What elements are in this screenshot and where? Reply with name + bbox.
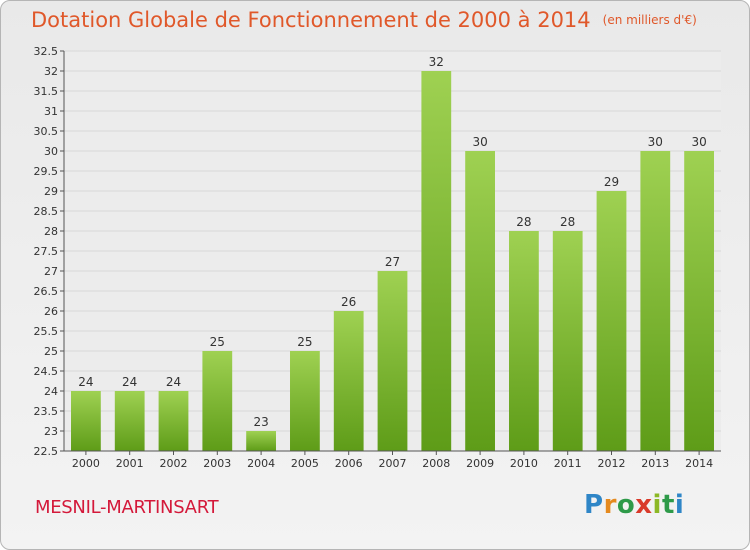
bar-2009 — [465, 151, 495, 451]
data-label: 25 — [210, 335, 225, 349]
x-tick-label: 2001 — [116, 457, 144, 470]
data-label: 24 — [166, 375, 181, 389]
data-label: 30 — [648, 135, 663, 149]
x-tick-label: 2014 — [685, 457, 713, 470]
y-tick-label: 29.5 — [34, 165, 59, 178]
y-tick-label: 27.5 — [34, 245, 59, 258]
bar-2003 — [202, 351, 233, 451]
bar-2004 — [246, 431, 276, 451]
data-label: 30 — [472, 135, 487, 149]
x-tick-label: 2010 — [510, 457, 538, 470]
y-tick-label: 32 — [44, 65, 58, 78]
y-tick-label: 27 — [44, 265, 58, 278]
bar-2010 — [509, 231, 539, 451]
y-tick-label: 26 — [44, 305, 58, 318]
x-tick-label: 2006 — [335, 457, 363, 470]
y-tick-label: 29 — [44, 185, 58, 198]
y-tick-label: 31 — [44, 105, 58, 118]
y-tick-label: 30.5 — [34, 125, 59, 138]
data-label: 29 — [604, 175, 619, 189]
proxiti-logo: Proxiti — [584, 490, 685, 520]
data-label: 32 — [429, 55, 444, 69]
y-tick-label: 31.5 — [34, 85, 59, 98]
bar-2002 — [158, 391, 189, 451]
y-tick-label: 28.5 — [34, 205, 59, 218]
x-tick-label: 2003 — [203, 457, 231, 470]
chart-title-text: Dotation Globale de Fonctionnement de 20… — [31, 8, 591, 32]
y-tick-label: 30 — [44, 145, 58, 158]
bars: 24 24 24 25 23 25 26 27 32 30 28 28 29 30 30 — [71, 55, 714, 451]
data-label: 26 — [341, 295, 356, 309]
bar-2011 — [552, 231, 583, 451]
y-tick-label: 25.5 — [34, 325, 59, 338]
y-tick-label: 32.5 — [34, 45, 59, 58]
y-tick-label: 26.5 — [34, 285, 59, 298]
y-tick-label: 23 — [44, 425, 58, 438]
commune-name: MESNIL-MARTINSART — [35, 497, 219, 518]
data-label: 30 — [691, 135, 706, 149]
x-tick-label: 2005 — [291, 457, 319, 470]
y-tick-label: 28 — [44, 225, 58, 238]
data-label: 23 — [253, 415, 268, 429]
chart-subtitle: (en milliers d'€) — [602, 13, 697, 27]
data-label: 25 — [297, 335, 312, 349]
y-tick-label: 24 — [44, 385, 58, 398]
data-label: 27 — [385, 255, 400, 269]
data-label: 24 — [78, 375, 93, 389]
x-axis: 2000 2001 2002 2003 2004 2005 2006 2007 2008 2009… — [64, 450, 721, 470]
data-label: 28 — [516, 215, 531, 229]
bar-2014 — [684, 151, 714, 451]
chart-title: Dotation Globale de Fonctionnement de 20… — [31, 8, 697, 32]
bar-2013 — [640, 151, 671, 451]
x-tick-label: 2013 — [641, 457, 669, 470]
bar-2000 — [71, 391, 101, 451]
x-tick-label: 2004 — [247, 457, 275, 470]
data-label: 24 — [122, 375, 137, 389]
x-tick-label: 2000 — [72, 457, 100, 470]
bar-2007 — [377, 271, 408, 451]
data-label: 28 — [560, 215, 575, 229]
y-tick-label: 22.5 — [34, 445, 59, 458]
x-tick-label: 2011 — [554, 457, 582, 470]
x-tick-label: 2009 — [466, 457, 494, 470]
bar-2006 — [333, 311, 364, 451]
x-tick-label: 2012 — [598, 457, 626, 470]
y-tick-label: 25 — [44, 345, 58, 358]
x-tick-label: 2008 — [422, 457, 450, 470]
x-tick-label: 2007 — [379, 457, 407, 470]
bar-2012 — [596, 191, 627, 451]
bar-2005 — [290, 351, 320, 451]
bar-2008 — [421, 71, 452, 451]
bar-2001 — [114, 391, 145, 451]
y-tick-label: 24.5 — [34, 365, 59, 378]
x-tick-label: 2002 — [160, 457, 188, 470]
y-axis: 22.5 23 23.5 24 24.5 25 25.5 26 26.5 27 27.5 28 28.5… — [34, 45, 65, 458]
y-tick-label: 23.5 — [34, 405, 59, 418]
